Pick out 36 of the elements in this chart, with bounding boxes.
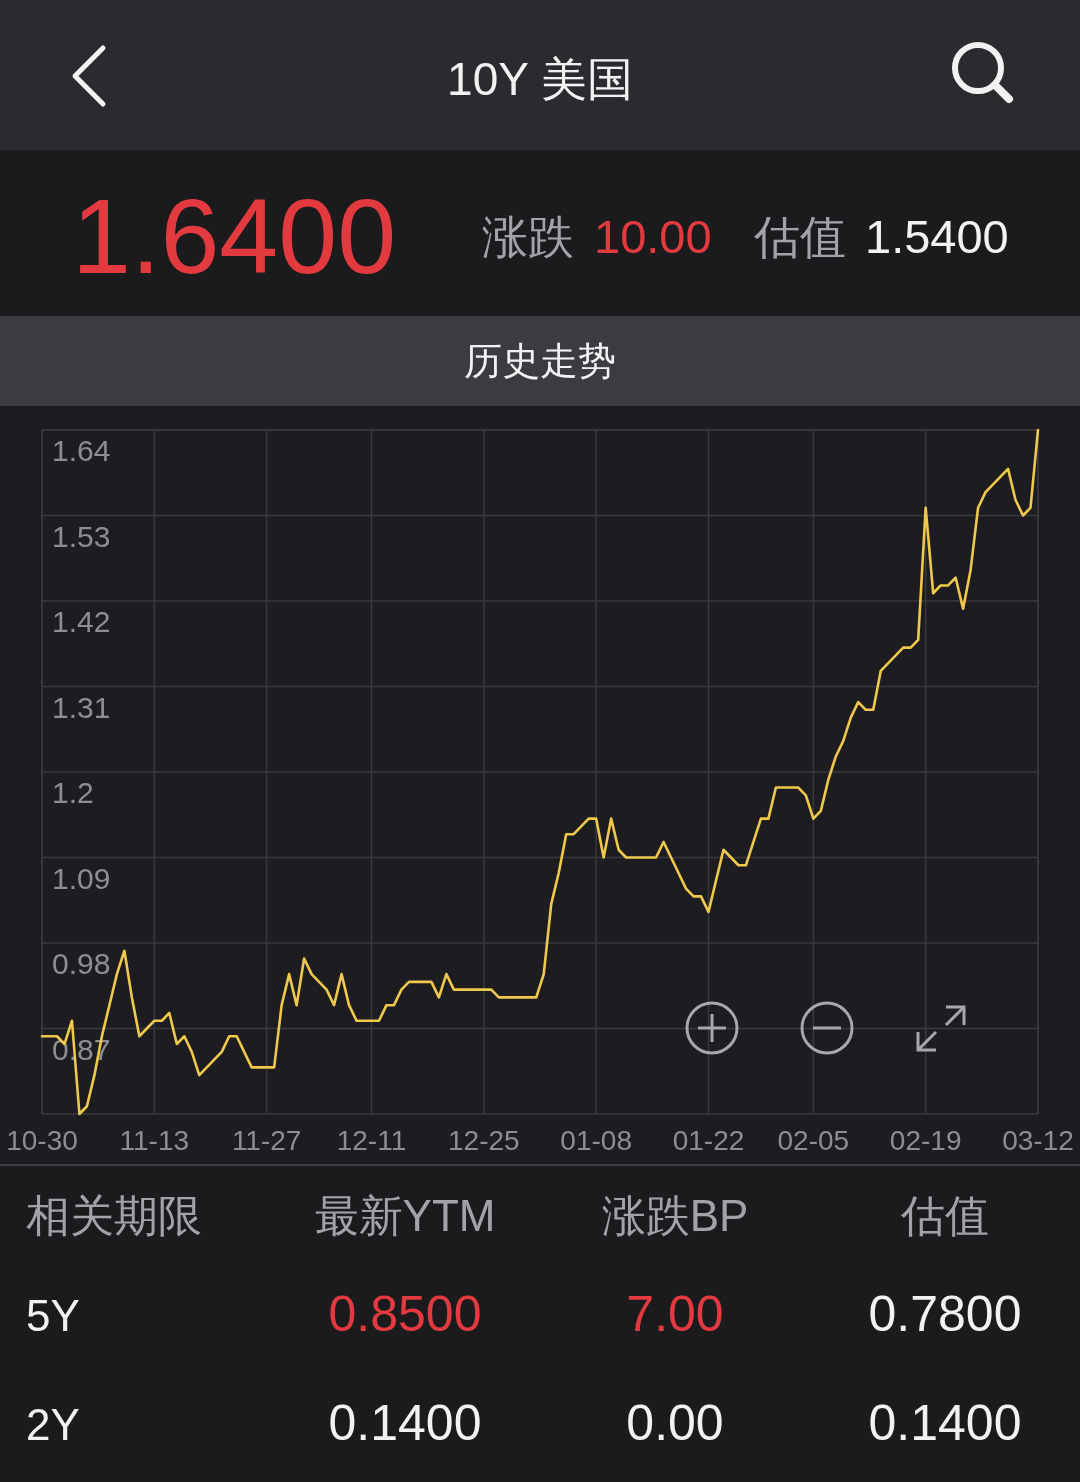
ytick: 1.42 — [52, 605, 111, 638]
ytick: 1.2 — [52, 776, 94, 809]
annotation: 7.00 — [626, 1286, 724, 1342]
ytick: 0.98 — [52, 947, 111, 980]
title: 10Y 美国 — [447, 53, 633, 105]
annotation: 10.00 — [594, 210, 712, 263]
annotation: 相关期限 — [26, 1191, 202, 1240]
xtick: 01-22 — [672, 1125, 745, 1156]
annotation: 5Y — [26, 1291, 80, 1340]
annotation: 0.1400 — [868, 1395, 1022, 1451]
subtitle: 历史走势 — [464, 340, 616, 382]
annotation: 0.8500 — [328, 1286, 482, 1342]
xtick: 10-30 — [6, 1125, 78, 1156]
ytick: 1.64 — [52, 434, 111, 467]
xtick: 02-19 — [889, 1125, 962, 1156]
xtick: 11-13 — [119, 1125, 190, 1156]
xtick: 11-27 — [231, 1125, 302, 1156]
annotation: 1.5400 — [865, 210, 1009, 263]
xtick: 01-08 — [560, 1125, 632, 1156]
annotation: 最新YTM — [314, 1191, 496, 1240]
annotation: 估值 — [901, 1191, 989, 1240]
annotation: 涨跌BP — [601, 1191, 749, 1240]
xtick: 12-11 — [336, 1125, 407, 1156]
annotation: 2Y — [26, 1400, 80, 1449]
xtick: 02-05 — [777, 1125, 850, 1156]
annotation: 涨跌 — [482, 211, 574, 263]
annotation: 0.00 — [626, 1395, 724, 1451]
xtick: 03-12 — [1002, 1125, 1074, 1156]
annotation: 1.6400 — [72, 177, 397, 295]
ytick: 1.09 — [52, 861, 111, 895]
ytick: 1.31 — [52, 690, 111, 724]
xtick: 12-25 — [448, 1125, 520, 1156]
annotation: 0.7800 — [868, 1286, 1022, 1342]
ytick: 1.53 — [52, 519, 111, 553]
annotation: 0.1400 — [328, 1395, 482, 1451]
annotation: 估值 — [754, 211, 846, 263]
